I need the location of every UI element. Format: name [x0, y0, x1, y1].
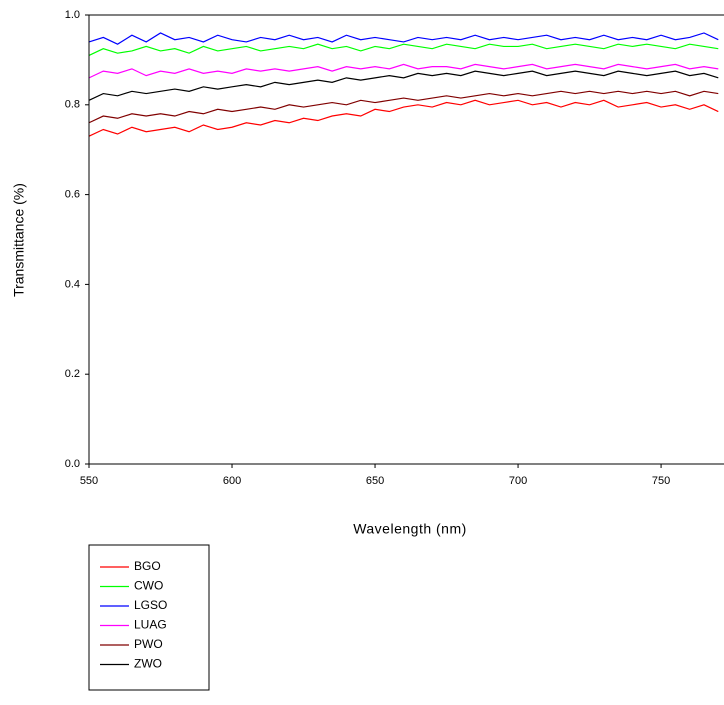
y-tick-label: 0.4: [65, 278, 80, 290]
x-axis-label: Wavelength (nm): [353, 521, 467, 537]
y-tick-label: 0.6: [65, 189, 80, 201]
series-line: [88, 70, 719, 101]
series-line: [88, 43, 719, 56]
y-tick-label: 0.0: [65, 458, 80, 470]
series-line: [88, 99, 719, 137]
x-tick-label: 600: [223, 475, 241, 487]
series-line: [88, 63, 719, 79]
series-line: [88, 32, 719, 45]
legend-label: LGSO: [134, 598, 167, 612]
y-tick-label: 0.8: [65, 99, 80, 111]
legend-label: BGO: [134, 559, 161, 573]
x-tick-label: 700: [509, 475, 527, 487]
x-tick-label: 550: [80, 475, 98, 487]
legend-label: ZWO: [134, 657, 162, 671]
legend-label: CWO: [134, 579, 163, 593]
x-tick-label: 750: [652, 475, 670, 487]
y-tick-label: 1.0: [65, 9, 80, 21]
series-line: [88, 90, 719, 124]
legend-label: PWO: [134, 637, 163, 651]
x-tick-label: 650: [366, 475, 384, 487]
legend-label: LUAG: [134, 618, 167, 632]
y-tick-label: 0.2: [65, 368, 80, 380]
y-axis-label: Transmittance (%): [11, 183, 27, 297]
legend-box: [88, 544, 210, 691]
